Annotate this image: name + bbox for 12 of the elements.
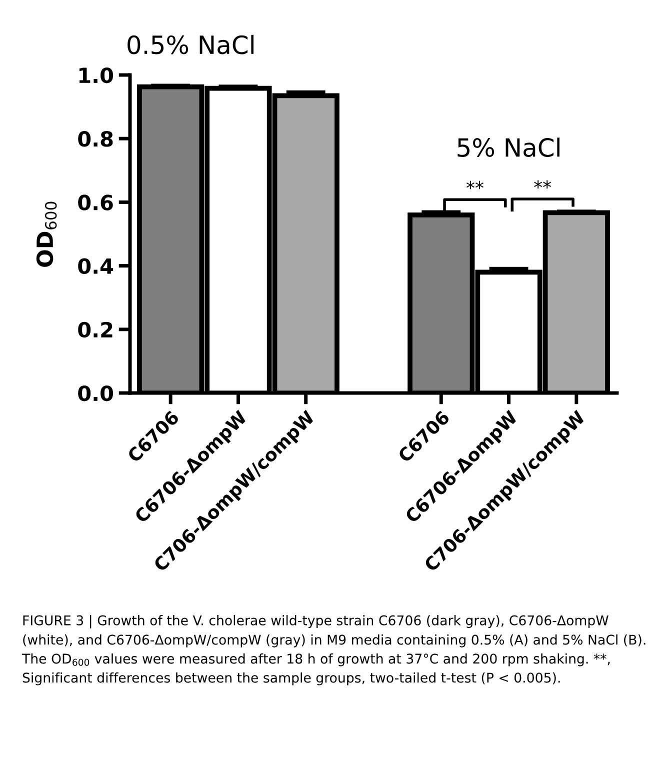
y-tick-label: 0.2 [78, 322, 112, 338]
annotation: 5% NaCl [458, 138, 560, 157]
y-tick-label: 0.4 [78, 258, 114, 274]
caption: FIGURE 3 | Growth of the V. cholerae wild-type strain C6706 (dark gray), C6706-ΔompW (white), and C6706-ΔompW/compW (gray) in M9 media containing 0.5% (A) and 5% NaCl (B). The OD$_{600}$ values were measured after 18 h of growth at 37°C and 200 rpm shaking. **, Significant differences between the sample groups, two-tailed t-test (P < 0.005). [22, 615, 646, 686]
annotation: ** [534, 180, 552, 189]
y-tick-label: 0.6 [78, 194, 113, 210]
text: 0.5% NaCl [128, 34, 254, 54]
y-axis-title: OD$_{600}$ [36, 202, 57, 267]
y-tick-label: 1.0 [79, 67, 114, 84]
y-tick-label: 0.0 [78, 385, 114, 402]
annotation: ** [466, 180, 484, 190]
y-tick-label: 0.8 [78, 131, 113, 147]
